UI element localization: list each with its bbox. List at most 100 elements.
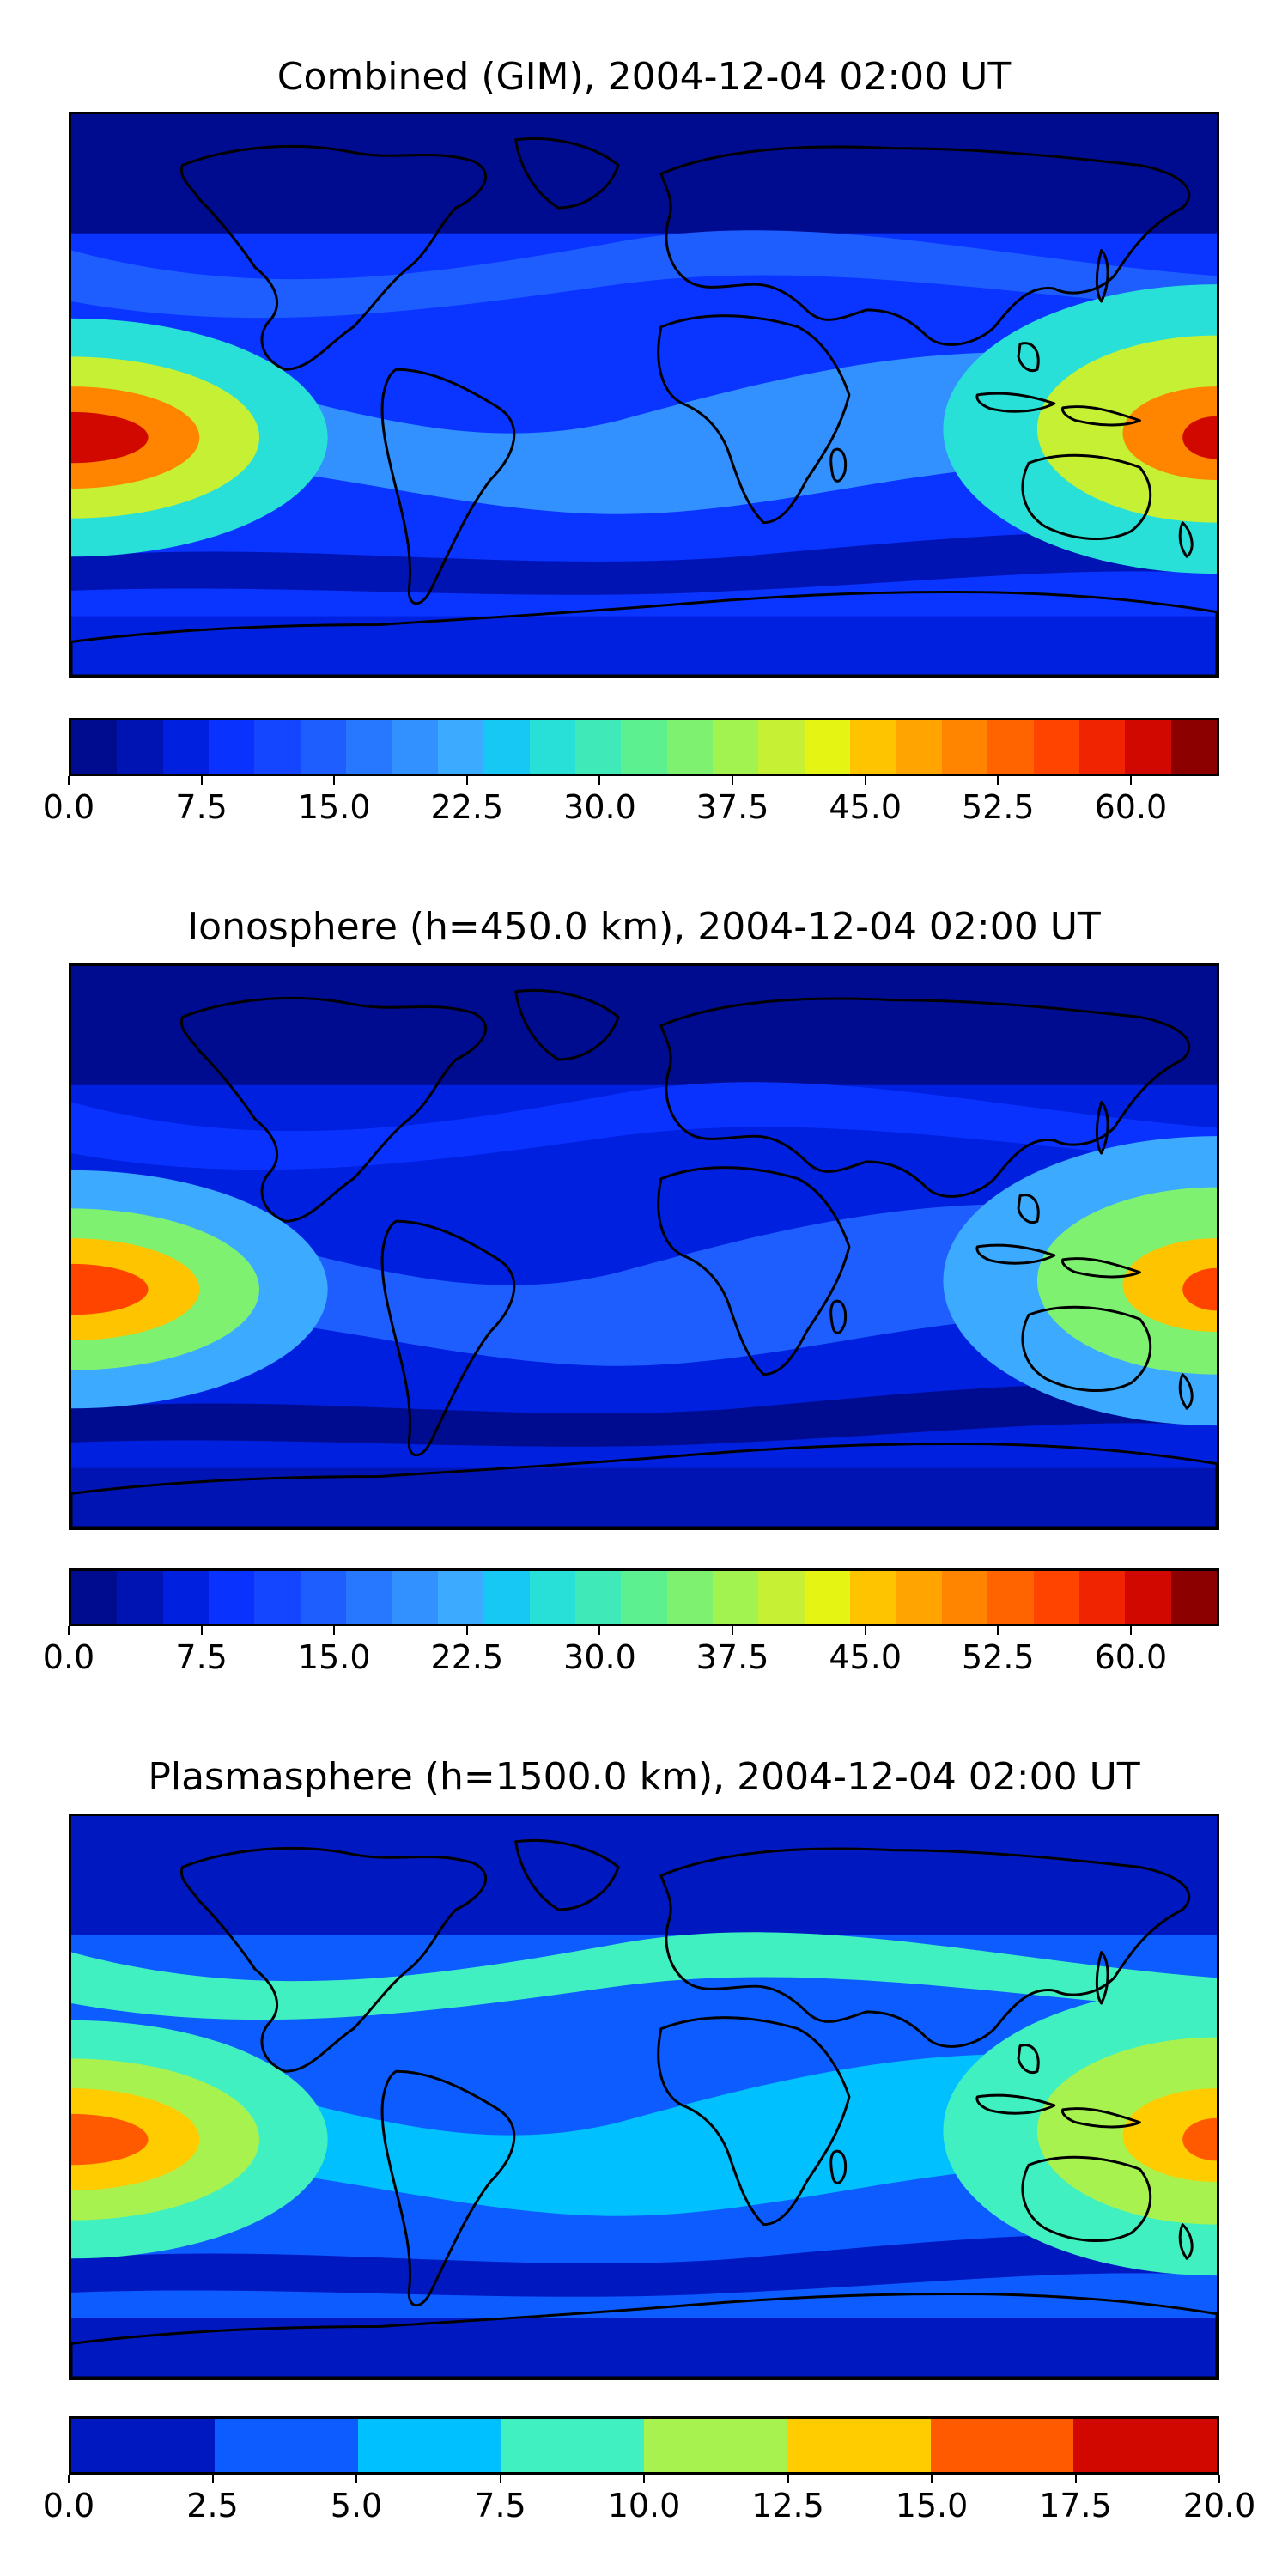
colorbar-segment: [941, 1571, 988, 1624]
colorbar-segment: [71, 720, 118, 774]
colorbar-tick: [68, 2475, 70, 2483]
colorbar-segment: [529, 1571, 575, 1624]
colorbar-tick: [997, 776, 999, 785]
coastline-8: [1060, 405, 1141, 427]
field-east-anomaly-core: [1182, 1267, 1217, 1311]
colorbar-segment: [162, 720, 210, 774]
field-equatorial-band: [71, 351, 1217, 514]
coastline-2: [380, 2069, 516, 2307]
plasmasphere-map-svg: [71, 1816, 1217, 2378]
colorbar-segment: [300, 720, 347, 774]
field-north-polar: [71, 966, 1217, 1085]
colorbar-segment: [713, 720, 759, 774]
field-south-polar: [71, 616, 1217, 676]
colorbar-tick: [732, 776, 734, 785]
colorbar-segment: [896, 1571, 942, 1624]
coastline-4: [657, 314, 851, 525]
colorbar-segment: [346, 1571, 392, 1624]
field-west-anomaly-core: [71, 2113, 149, 2166]
coastline-0: [179, 144, 487, 371]
colorbar-segment: [214, 2419, 358, 2472]
colorbar-tick: [1218, 2475, 1220, 2483]
coastline-5: [829, 2149, 848, 2184]
colorbar-tick-label: 37.5: [696, 788, 769, 826]
colorbar-tick-label: 60.0: [1094, 1638, 1168, 1676]
coastline-0: [179, 996, 487, 1223]
colorbar-tick-label: 45.0: [829, 1638, 902, 1676]
colorbar-segment: [1033, 720, 1079, 774]
coastline-6: [1021, 453, 1152, 540]
colorbar-segment: [758, 720, 805, 774]
colorbar-tick-label: 0.0: [42, 1638, 95, 1676]
coastline-10: [1095, 1951, 1109, 2005]
colorbar-segment: [758, 1571, 805, 1624]
coastline-12: [71, 2292, 1217, 2378]
colorbar-tick-label: 15.0: [895, 2487, 969, 2524]
coastline-2: [380, 1219, 516, 1457]
coastline-10: [1095, 249, 1109, 303]
colorbar-segment: [1033, 1571, 1079, 1624]
colorbar-segment: [162, 1571, 210, 1624]
plasmasphere-colorbar-ticks: 0.0 2.5 5.0 7.5 10.0 12.5 15.0 17.5 20.0: [43, 2475, 1255, 2526]
coastline-5: [829, 447, 848, 483]
combined-map: [69, 112, 1219, 678]
colorbar-tick-label: 7.5: [175, 1638, 228, 1676]
coastlines: [71, 137, 1217, 676]
field-east-anomaly-core: [1182, 2117, 1217, 2161]
colorbar-segment: [787, 2419, 931, 2472]
colorbar-tick-label: 30.0: [563, 1638, 636, 1676]
colorbar-segment: [987, 1571, 1034, 1624]
colorbar-segment: [713, 1571, 759, 1624]
field-equatorial-band: [71, 2053, 1217, 2216]
field-southern-trough: [71, 2234, 1217, 2297]
colorbar-segment: [254, 1571, 301, 1624]
colorbar-segment: [666, 1571, 714, 1624]
coastline-4: [657, 1166, 851, 1376]
ionosphere-map: [69, 963, 1219, 1530]
ionosphere-colorbar-ticks: 0.0 7.5 15.0 22.5 30.0 37.5 45.0 52.5 60.0: [43, 1626, 1219, 1678]
coastline-4: [657, 2016, 851, 2227]
colorbar-tick: [68, 1626, 70, 1635]
colorbar-tick: [997, 1626, 999, 1635]
colorbar-segment: [529, 720, 575, 774]
colorbar-tick-label: 7.5: [175, 788, 228, 826]
colorbar-tick-label: 7.5: [474, 2487, 526, 2524]
coastline-0: [179, 1846, 487, 2073]
colorbar-segment: [209, 720, 255, 774]
field-west-anomaly-core: [71, 411, 149, 464]
coastline-8: [1060, 1257, 1141, 1279]
colorbar-segment: [896, 720, 942, 774]
field-north-polar: [71, 1816, 1217, 1935]
coastline-5: [829, 1299, 848, 1334]
colorbar-tick: [200, 1626, 203, 1635]
field-east-anomaly-core: [1182, 416, 1217, 459]
colorbar-segment: [437, 720, 484, 774]
colorbar-tick: [732, 1626, 734, 1635]
field-east-anomaly-inner: [1122, 386, 1217, 481]
colorbar-segment: [392, 720, 438, 774]
coastline-3: [659, 997, 1191, 1198]
colorbar-segment: [804, 1571, 851, 1624]
colorbar-segment: [850, 720, 896, 774]
field-southern-trough: [71, 1384, 1217, 1447]
colorbar-segment: [300, 1571, 347, 1624]
coastline-1: [514, 137, 620, 210]
field-south-polar: [71, 2318, 1217, 2378]
combined-title: Combined (GIM), 2004-12-04 02:00 UT: [276, 55, 1012, 99]
coastline-12: [71, 1442, 1217, 1528]
coastline-11: [1178, 521, 1194, 558]
map-field: [71, 1816, 1217, 2378]
field-west-anomaly-core: [71, 1263, 149, 1315]
coastline-2: [380, 368, 516, 605]
colorbar-tick: [643, 2475, 645, 2483]
coastline-7: [975, 392, 1056, 413]
colorbar-tick-label: 17.5: [1039, 2487, 1112, 2524]
colorbar-tick: [598, 776, 601, 785]
colorbar-tick-label: 12.5: [751, 2487, 824, 2524]
combined-colorbar: [69, 718, 1219, 776]
coastlines: [71, 989, 1217, 1528]
coastline-3: [659, 1847, 1191, 2048]
coastline-8: [1060, 2107, 1141, 2129]
colorbar-tick-label: 15.0: [297, 1638, 371, 1676]
colorbar-tick: [333, 1626, 336, 1635]
